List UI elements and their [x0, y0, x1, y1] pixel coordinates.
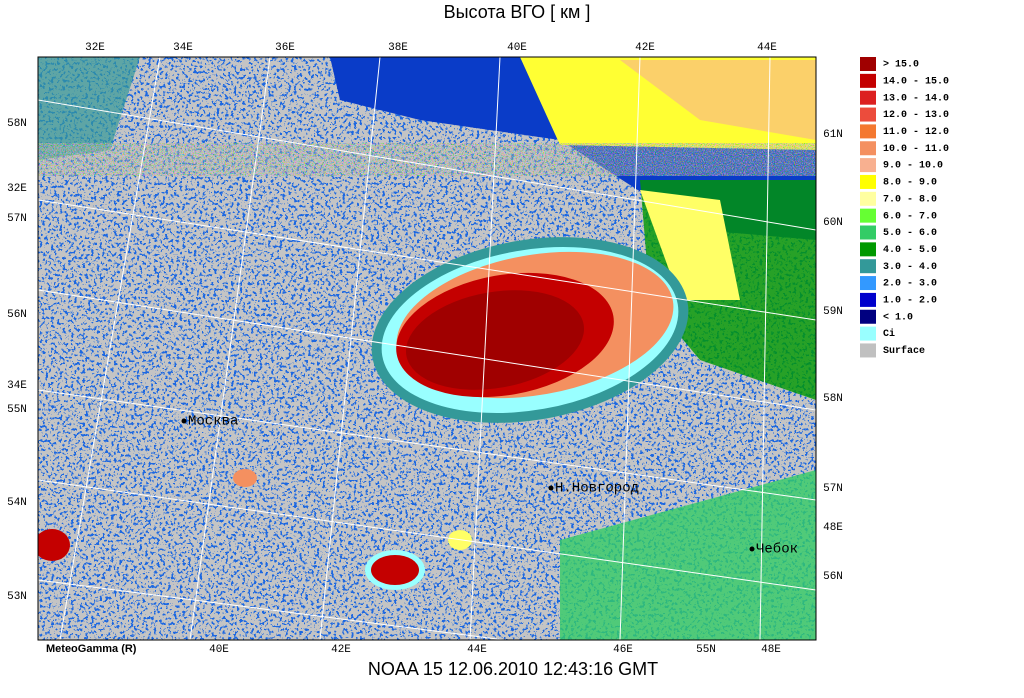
legend-label: 4.0 - 5.0 — [883, 245, 937, 256]
legend-label: Ci — [883, 328, 895, 340]
footer: NOAA 15 12.06.2010 12:43:16 GMT — [368, 659, 658, 679]
legend-label: 10.0 - 11.0 — [883, 144, 949, 155]
legend-label: 8.0 - 9.0 — [883, 178, 937, 189]
legend-swatch — [860, 276, 876, 291]
coordinate-label: 59N — [823, 306, 843, 318]
coordinate-label: 44E — [757, 42, 777, 54]
coordinate-label: 42E — [331, 644, 351, 656]
city-marker — [749, 546, 755, 552]
legend-swatch — [860, 174, 876, 189]
city-marker — [548, 485, 554, 491]
coordinate-label: 34E — [7, 380, 27, 392]
legend-swatch — [860, 326, 876, 341]
coordinate-label: 56N — [823, 571, 843, 583]
legend-label: 11.0 - 12.0 — [883, 127, 949, 138]
coordinate-label: 36E — [275, 42, 295, 54]
coordinate-label: 56N — [7, 309, 27, 321]
legend-label: 2.0 - 3.0 — [883, 279, 937, 290]
legend-label: Surface — [883, 345, 925, 357]
legend-label: 9.0 - 10.0 — [883, 161, 943, 172]
coordinate-label: 57N — [823, 483, 843, 495]
legend-swatch — [860, 242, 876, 257]
city-marker — [181, 418, 187, 424]
coordinate-label: 38E — [388, 42, 408, 54]
legend-swatch — [860, 73, 876, 88]
legend-label: 6.0 - 7.0 — [883, 211, 937, 222]
legend-swatch — [860, 141, 876, 156]
coordinate-label: 40E — [209, 644, 229, 656]
legend-swatch — [860, 57, 876, 71]
city-label: Н.Новгород — [555, 481, 639, 497]
coordinate-label: 32E — [7, 183, 27, 195]
coordinate-label: 48E — [823, 522, 843, 534]
coordinate-label: 42E — [635, 42, 655, 54]
coordinate-label: 55N — [696, 644, 716, 656]
map-frame — [37, 56, 817, 641]
legend-label: 5.0 - 6.0 — [883, 228, 937, 239]
legend-swatch — [860, 208, 876, 223]
watermark: MeteoGamma (R) — [46, 643, 137, 655]
legend-label: > 15.0 — [883, 60, 919, 71]
coordinate-label: 55N — [7, 404, 27, 416]
coordinate-label: 32E — [85, 42, 105, 54]
legend-swatch — [860, 259, 876, 274]
title: Высота ВГО [ км ] — [444, 2, 591, 22]
legend-label: 13.0 - 14.0 — [883, 93, 949, 104]
legend-label: < 1.0 — [883, 312, 913, 323]
coordinate-label: 46E — [613, 644, 633, 656]
legend-label: 7.0 - 8.0 — [883, 194, 937, 205]
city-label: Чебок — [756, 541, 798, 558]
coordinate-label: 54N — [7, 497, 27, 509]
legend-swatch — [860, 158, 876, 173]
coordinate-label: 34E — [173, 42, 193, 54]
legend-label: 3.0 - 4.0 — [883, 262, 937, 273]
coordinate-label: 48E — [761, 644, 781, 656]
legend-swatch — [860, 343, 876, 358]
coordinate-label: 61N — [823, 129, 843, 141]
legend-swatch — [860, 225, 876, 240]
city-label: Москва — [188, 414, 238, 430]
legend-label: 14.0 - 15.0 — [883, 76, 949, 87]
legend-swatch — [860, 124, 876, 139]
legend-swatch — [860, 292, 876, 307]
coordinate-label: 58N — [7, 118, 27, 130]
legend-label: 12.0 - 13.0 — [883, 110, 949, 121]
map-image — [38, 57, 816, 640]
coordinate-label: 53N — [7, 591, 27, 603]
coordinate-label: 44E — [467, 644, 487, 656]
coordinate-label: 60N — [823, 217, 843, 229]
legend-swatch — [860, 191, 876, 206]
legend-label: 1.0 - 2.0 — [883, 296, 937, 307]
coordinate-label: 58N — [823, 393, 843, 405]
coordinate-label: 57N — [7, 213, 27, 225]
legend-swatch — [860, 90, 876, 105]
legend-swatch — [860, 309, 876, 324]
legend-swatch — [860, 107, 876, 122]
coordinate-label: 40E — [507, 42, 527, 54]
